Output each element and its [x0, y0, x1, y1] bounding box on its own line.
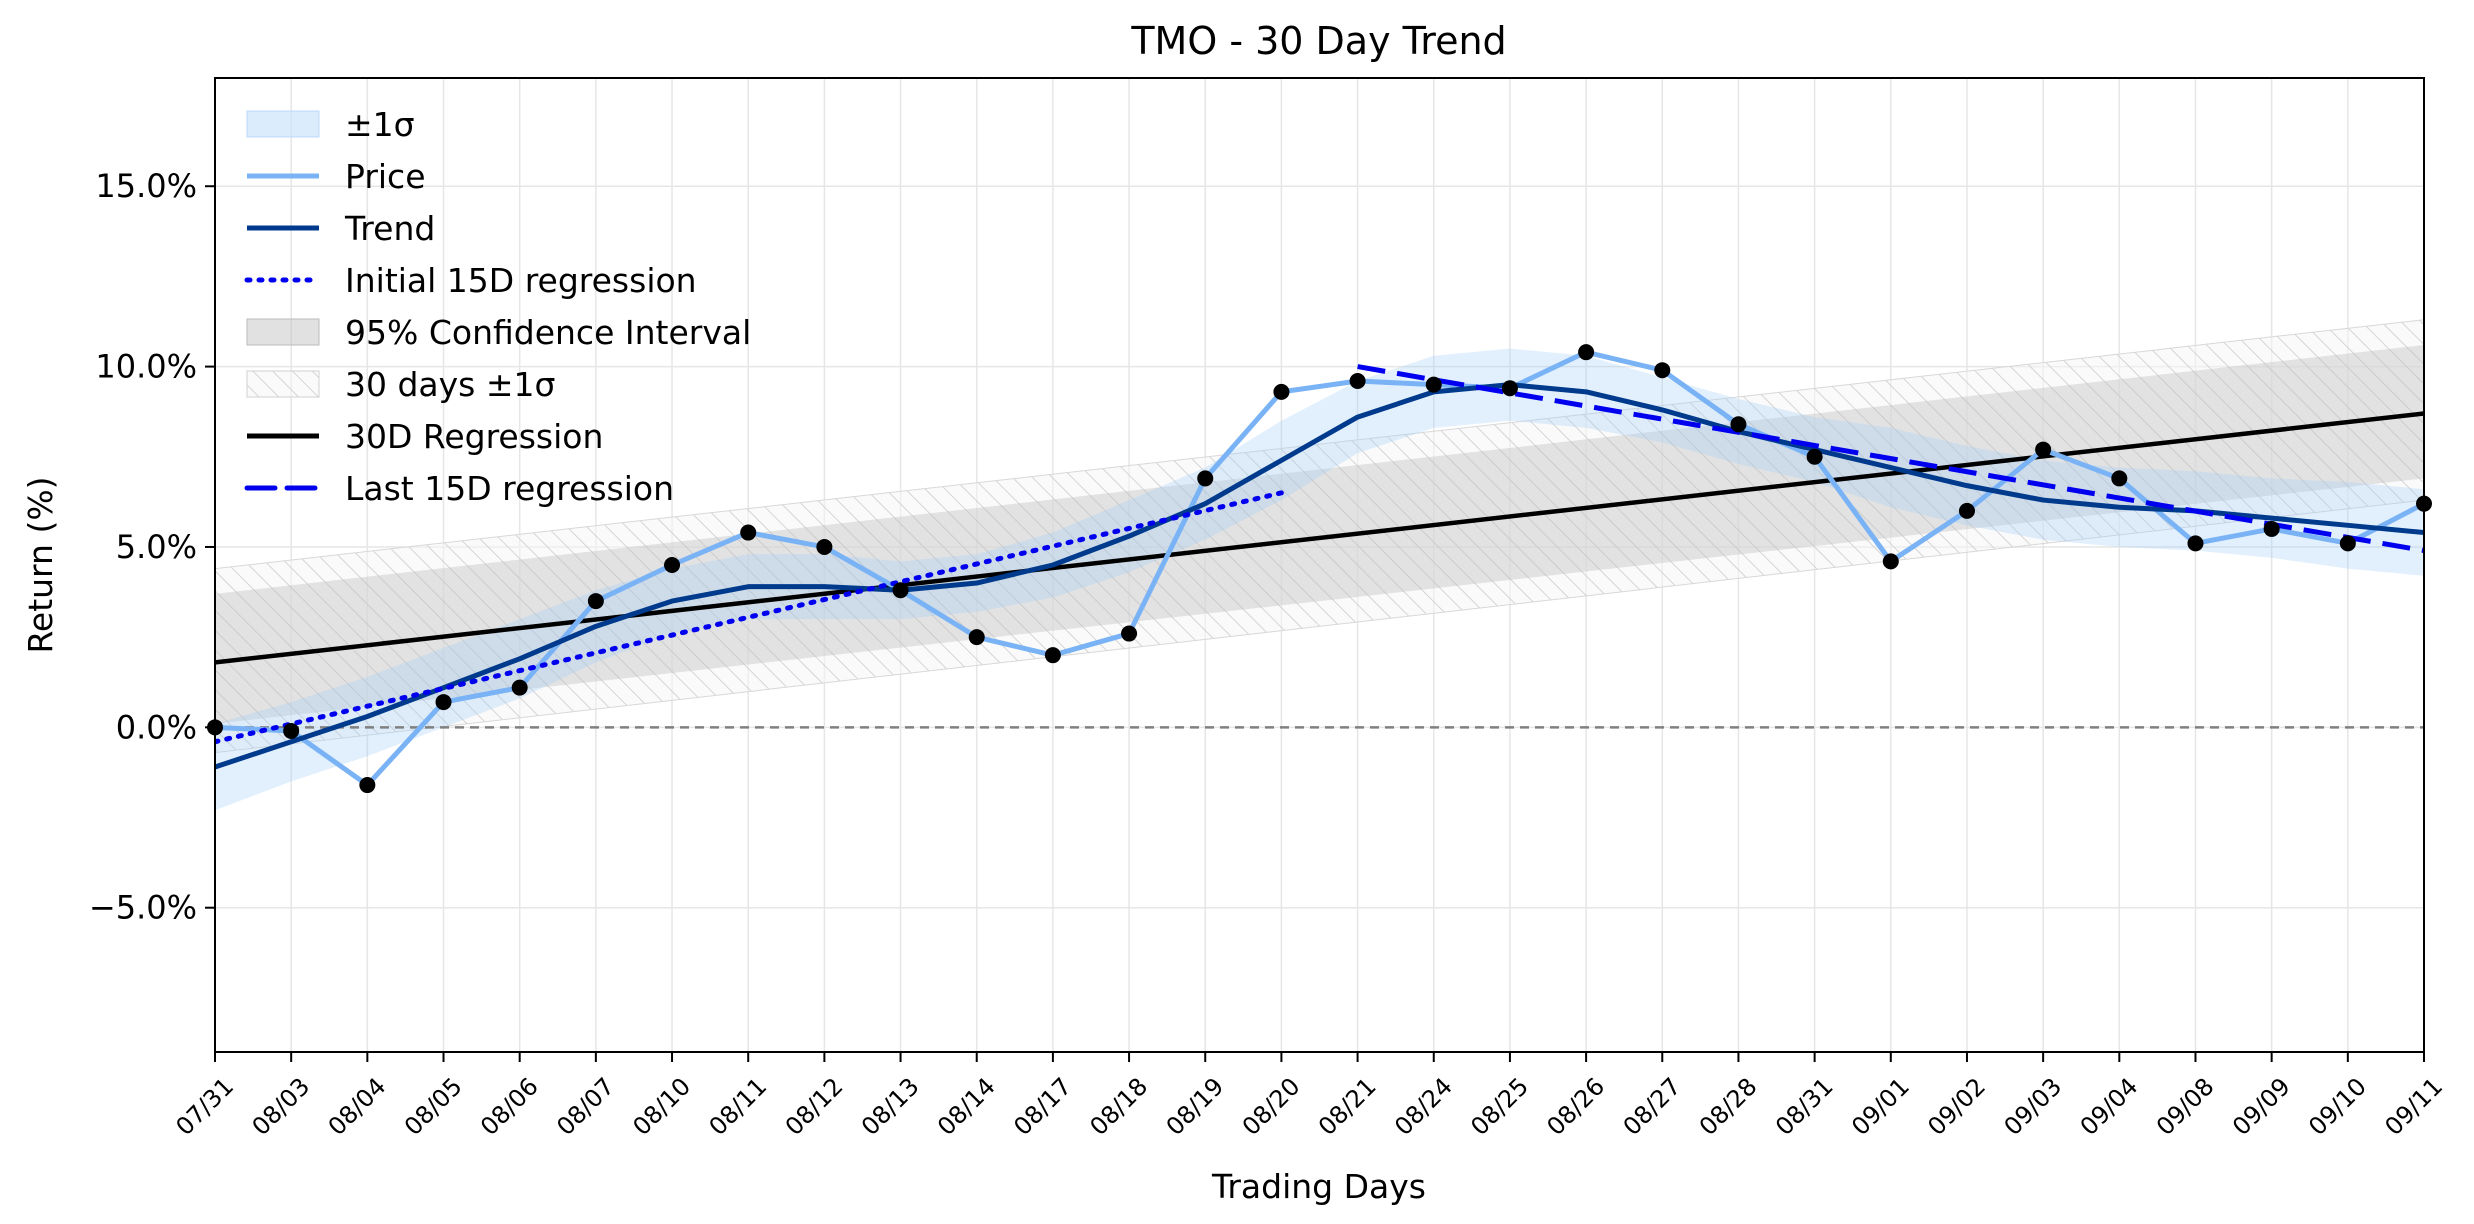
legend-label: Trend: [344, 209, 435, 248]
legend-swatch: [246, 318, 320, 346]
legend-label: Initial 15D regression: [345, 261, 697, 300]
price-point: [2263, 520, 2280, 537]
y-tick-label: 15.0%: [95, 167, 197, 205]
price-point: [2187, 535, 2204, 552]
legend-label: Last 15D regression: [345, 469, 674, 508]
price-point: [2339, 535, 2356, 552]
price-point: [359, 777, 376, 794]
price-point: [1730, 416, 1747, 433]
legend-label: Price: [345, 157, 426, 196]
y-axis: −5.0% 0.0% 5.0% 10.0% 15.0%: [89, 167, 215, 927]
last-regression-line: [1357, 364, 2424, 554]
series-lines: [215, 349, 2424, 788]
price-point: [664, 557, 681, 573]
price-point: [1425, 376, 1442, 393]
price-point: [1044, 647, 1061, 664]
price-point: [740, 524, 757, 541]
price-point: [968, 629, 985, 646]
price-point: [1121, 625, 1138, 642]
price-point: [1578, 344, 1595, 361]
price-line: [215, 349, 2424, 788]
price-point: [1958, 502, 1975, 519]
price-point: [1806, 448, 1823, 465]
price-point: [1501, 380, 1518, 397]
trend-line: [215, 382, 2424, 770]
x-axis-label: Trading Days: [1211, 1167, 1426, 1206]
price-point: [587, 593, 604, 610]
price-point: [816, 538, 833, 555]
y-tick-label: −5.0%: [89, 889, 197, 927]
chart-title: TMO - 30 Day Trend: [1130, 19, 1506, 63]
initial-regression-line: [215, 490, 1284, 745]
price-point: [1882, 553, 1899, 570]
y-tick-label: 10.0%: [95, 348, 197, 386]
price-point: [1654, 362, 1671, 379]
y-tick-label: 5.0%: [116, 528, 197, 566]
legend-label: ±1σ: [345, 105, 415, 144]
price-point: [1273, 383, 1290, 400]
price-point: [435, 694, 452, 711]
legend-label: 95% Confidence Interval: [345, 313, 751, 352]
price-point: [283, 722, 300, 739]
legend-label: 30D Regression: [345, 417, 603, 456]
price-point: [2111, 470, 2128, 487]
y-axis-label: Return (%): [21, 476, 60, 653]
price-point: [1349, 373, 1366, 390]
confidence-interval-band: [215, 344, 2424, 724]
price-point: [892, 582, 909, 599]
y-tick-label: 0.0%: [116, 708, 197, 746]
price-point: [511, 679, 528, 696]
price-markers: [207, 344, 2432, 794]
legend-swatch: [246, 110, 320, 138]
plot-frame: [214, 77, 2425, 1053]
legend-label: 30 days ±1σ: [345, 365, 555, 404]
price-point: [1197, 470, 1214, 487]
legend-swatch: [246, 370, 320, 398]
price-point: [2035, 441, 2052, 458]
legend: ±1σ Price Trend Initial 15D regression 95% C…: [244, 105, 751, 508]
